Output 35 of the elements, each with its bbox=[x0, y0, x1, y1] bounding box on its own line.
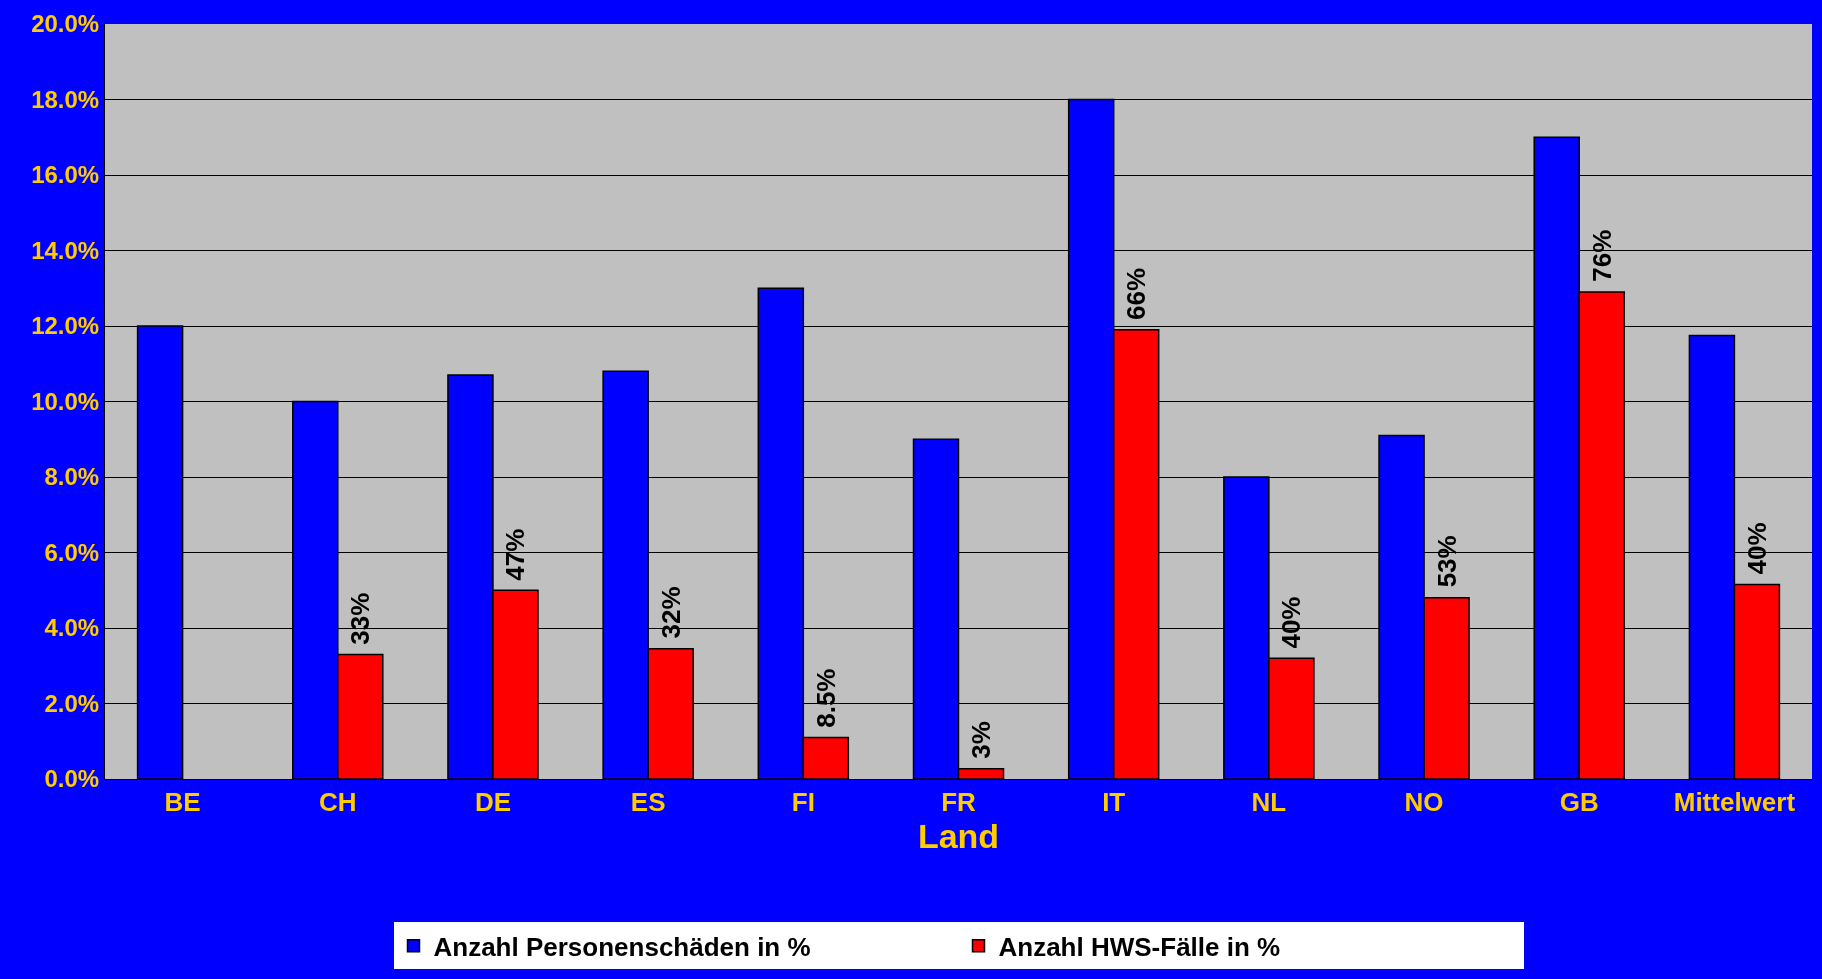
annotation: 47% bbox=[500, 528, 531, 581]
y-tick-label: 2.0% bbox=[44, 689, 100, 717]
y-tick-label: 16.0% bbox=[31, 161, 100, 189]
y-tick-label: 18.0% bbox=[31, 85, 100, 113]
x-tick-label: GB bbox=[1559, 787, 1599, 818]
x-tick-label: NL bbox=[1251, 787, 1287, 818]
x-tick-label: BE bbox=[164, 787, 201, 818]
x-tick-label: CH bbox=[318, 787, 357, 818]
y-tick-label: 20.0% bbox=[31, 10, 100, 38]
annotation: 32% bbox=[655, 586, 686, 639]
legend-label: Anzahl Personenschäden in % bbox=[433, 931, 811, 962]
x-tick-label: IT bbox=[1102, 787, 1126, 818]
annotation: 40% bbox=[1276, 596, 1307, 649]
annotation: 53% bbox=[1431, 535, 1462, 588]
x-tick-label: ES bbox=[630, 787, 666, 818]
annotation: 76% bbox=[1586, 229, 1617, 282]
x-axis-title: Land bbox=[917, 817, 1000, 856]
x-tick-label: NO bbox=[1404, 787, 1444, 818]
x-tick-label: FI bbox=[791, 787, 815, 818]
y-tick-label: 8.0% bbox=[44, 463, 100, 491]
annotation: 40% bbox=[1742, 522, 1773, 575]
y-tick-label: 10.0% bbox=[31, 387, 100, 415]
annotation: 3% bbox=[966, 721, 997, 759]
x-tick-label: FR bbox=[941, 787, 977, 818]
legend-label: Anzahl HWS-Fälle in % bbox=[998, 931, 1281, 962]
y-tick-label: 12.0% bbox=[31, 312, 100, 340]
x-tick-label: DE bbox=[474, 787, 512, 818]
annotation: 8.5% bbox=[810, 668, 841, 728]
x-tick-label: Mittelwert bbox=[1673, 787, 1796, 818]
y-tick-label: 14.0% bbox=[31, 236, 100, 264]
y-tick-label: 0.0% bbox=[44, 765, 100, 793]
annotation: 66% bbox=[1121, 267, 1152, 320]
y-tick-label: 6.0% bbox=[44, 538, 100, 566]
y-tick-label: 4.0% bbox=[44, 614, 100, 642]
annotation: 33% bbox=[344, 592, 375, 645]
